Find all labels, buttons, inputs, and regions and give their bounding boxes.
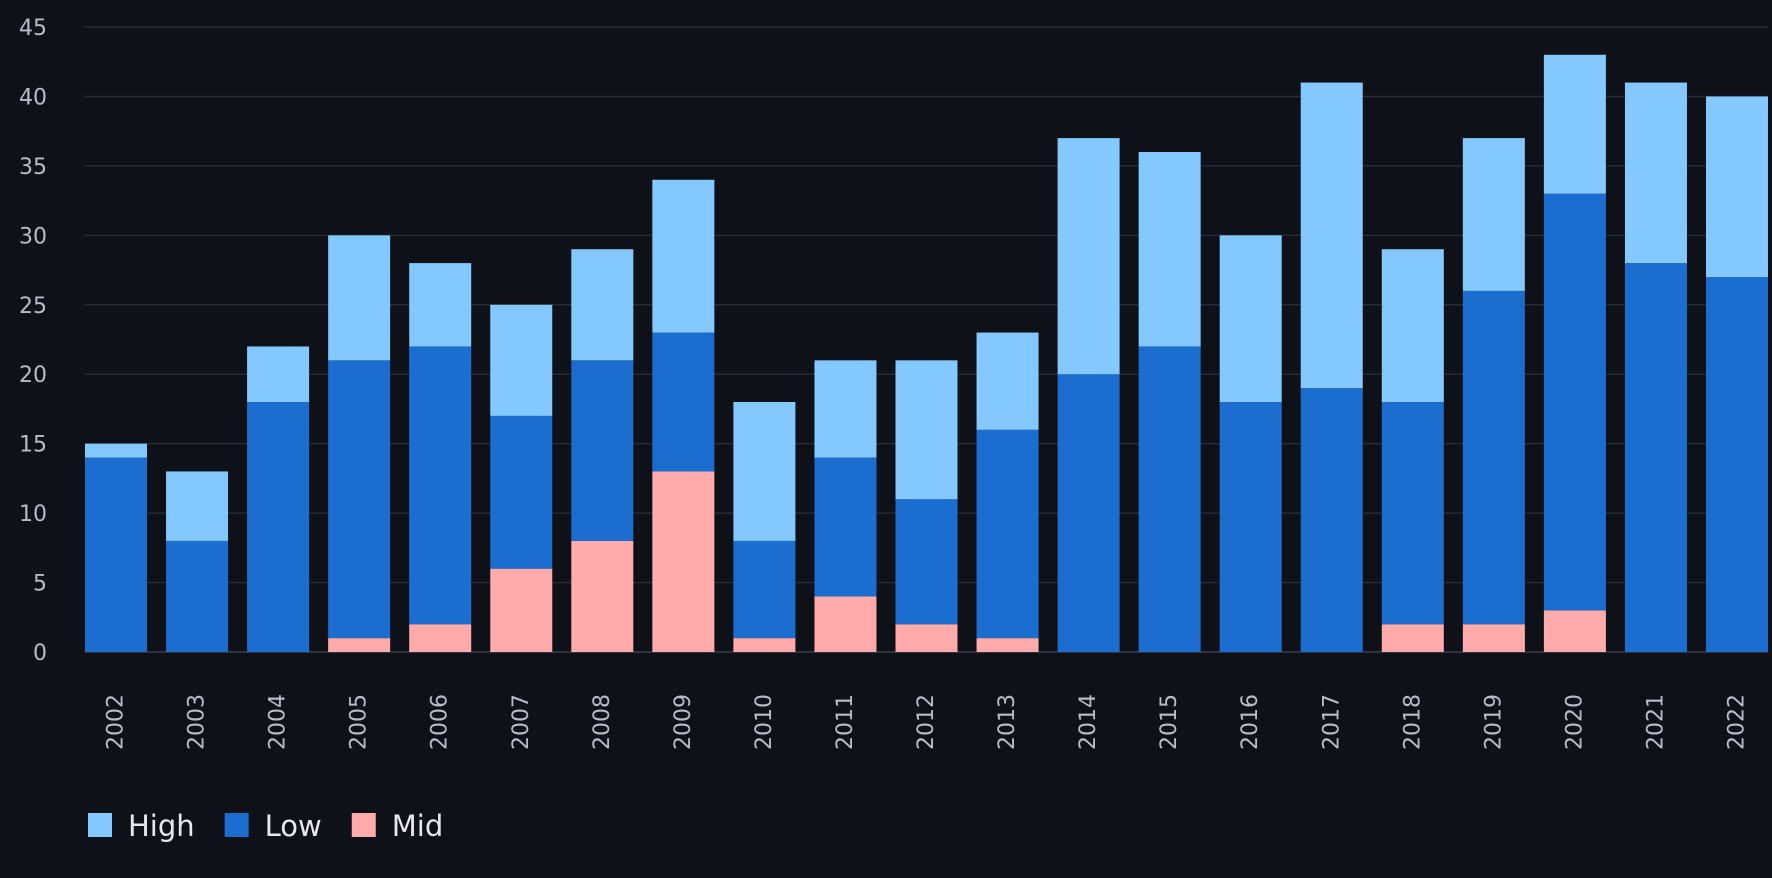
x-tick-label: 2010: [752, 694, 777, 750]
x-tick-label: 2012: [914, 694, 939, 750]
bar-low-2013[interactable]: [976, 429, 1039, 639]
bar-high-2014[interactable]: [1057, 138, 1120, 375]
y-axis-ticks: 0 5 10 15 20 25 30 35 40 45: [19, 16, 47, 666]
y-tick-label: 20: [19, 363, 47, 388]
bar-low-2022[interactable]: [1706, 277, 1768, 652]
y-tick-label: 10: [19, 502, 47, 527]
bar-mid-2018[interactable]: [1381, 624, 1444, 652]
bar-mid-2013[interactable]: [976, 638, 1039, 652]
bar-low-2004[interactable]: [247, 402, 310, 652]
x-tick-label: 2002: [104, 694, 129, 750]
bar-high-2013[interactable]: [976, 332, 1039, 430]
bar-low-2006[interactable]: [409, 346, 472, 625]
bar-low-2009[interactable]: [652, 332, 715, 472]
bar-mid-2005[interactable]: [328, 638, 391, 652]
x-tick-label: 2007: [509, 694, 534, 750]
x-tick-label: 2018: [1400, 694, 1425, 750]
legend-label-high[interactable]: High: [128, 809, 195, 843]
x-tick-label: 2013: [995, 694, 1020, 750]
x-tick-label: 2005: [347, 694, 372, 750]
y-tick-label: 40: [19, 85, 47, 110]
x-tick-label: 2009: [671, 694, 696, 750]
y-tick-label: 15: [19, 433, 47, 458]
y-tick-label: 35: [19, 155, 47, 180]
y-tick-label: 0: [33, 641, 47, 666]
bar-low-2020[interactable]: [1543, 193, 1606, 611]
bar-high-2015[interactable]: [1138, 152, 1201, 347]
y-tick-label: 30: [19, 224, 47, 249]
bar-low-2014[interactable]: [1057, 374, 1120, 652]
bar-mid-2010[interactable]: [733, 638, 796, 652]
x-tick-label: 2011: [833, 694, 858, 750]
bar-low-2012[interactable]: [895, 499, 958, 625]
bar-mid-2011[interactable]: [814, 596, 877, 652]
y-tick-label: 45: [19, 16, 47, 41]
bars: [85, 54, 1768, 652]
bar-high-2008[interactable]: [571, 249, 634, 361]
bar-high-2012[interactable]: [895, 360, 958, 500]
bar-high-2009[interactable]: [652, 179, 715, 333]
legend-swatch-low[interactable]: [224, 813, 249, 837]
bar-high-2006[interactable]: [409, 263, 472, 347]
bar-high-2017[interactable]: [1300, 82, 1363, 389]
x-tick-label: 2022: [1725, 694, 1750, 750]
bar-mid-2012[interactable]: [895, 624, 958, 652]
bar-high-2003[interactable]: [166, 471, 229, 541]
bar-mid-2006[interactable]: [409, 624, 472, 652]
bar-low-2021[interactable]: [1624, 263, 1687, 652]
bar-low-2002[interactable]: [85, 457, 147, 652]
x-tick-label: 2003: [185, 694, 210, 750]
x-axis-ticks: 2002 2003 2004 2005 2006 2007 2008 2009 2010 2011…: [104, 694, 1750, 750]
legend-label-low[interactable]: Low: [265, 809, 322, 843]
bar-mid-2007[interactable]: [490, 568, 553, 652]
bar-low-2010[interactable]: [733, 540, 796, 639]
bar-high-2005[interactable]: [328, 235, 391, 361]
legend: High Low Mid: [88, 809, 443, 843]
bar-high-2007[interactable]: [490, 304, 553, 416]
x-tick-label: 2020: [1562, 694, 1587, 750]
bar-low-2015[interactable]: [1138, 346, 1201, 652]
bar-high-2010[interactable]: [733, 402, 796, 541]
bar-high-2002[interactable]: [85, 443, 147, 458]
bar-low-2005[interactable]: [328, 360, 391, 639]
x-tick-label: 2006: [428, 694, 453, 750]
bar-mid-2019[interactable]: [1462, 624, 1525, 652]
bar-mid-2008[interactable]: [571, 540, 634, 652]
bar-low-2018[interactable]: [1381, 402, 1444, 625]
x-tick-label: 2021: [1643, 694, 1668, 750]
x-tick-label: 2016: [1238, 694, 1263, 750]
x-tick-label: 2014: [1076, 694, 1101, 750]
bar-low-2011[interactable]: [814, 457, 877, 597]
x-tick-label: 2004: [266, 694, 291, 750]
bar-high-2019[interactable]: [1462, 138, 1525, 291]
legend-swatch-high[interactable]: [88, 813, 112, 837]
bar-high-2021[interactable]: [1624, 82, 1687, 264]
legend-label-mid[interactable]: Mid: [392, 809, 444, 843]
bar-mid-2009[interactable]: [652, 471, 715, 652]
x-tick-label: 2017: [1319, 694, 1344, 750]
x-tick-label: 2019: [1481, 694, 1506, 750]
bar-high-2011[interactable]: [814, 360, 877, 458]
bar-low-2017[interactable]: [1300, 388, 1363, 652]
bar-low-2003[interactable]: [166, 540, 229, 652]
x-tick-label: 2015: [1157, 694, 1182, 750]
bar-low-2016[interactable]: [1219, 402, 1282, 652]
bar-low-2019[interactable]: [1462, 290, 1525, 625]
bar-low-2007[interactable]: [490, 415, 553, 569]
bar-high-2004[interactable]: [247, 346, 310, 402]
bar-high-2020[interactable]: [1543, 54, 1606, 194]
legend-swatch-mid[interactable]: [351, 813, 376, 837]
x-tick-label: 2008: [590, 694, 615, 750]
bar-high-2016[interactable]: [1219, 235, 1282, 402]
y-tick-label: 25: [19, 294, 47, 319]
bar-high-2018[interactable]: [1381, 249, 1444, 402]
y-tick-label: 5: [33, 572, 47, 597]
bar-low-2008[interactable]: [571, 360, 634, 541]
bar-high-2022[interactable]: [1706, 96, 1768, 277]
bar-mid-2020[interactable]: [1543, 610, 1606, 652]
